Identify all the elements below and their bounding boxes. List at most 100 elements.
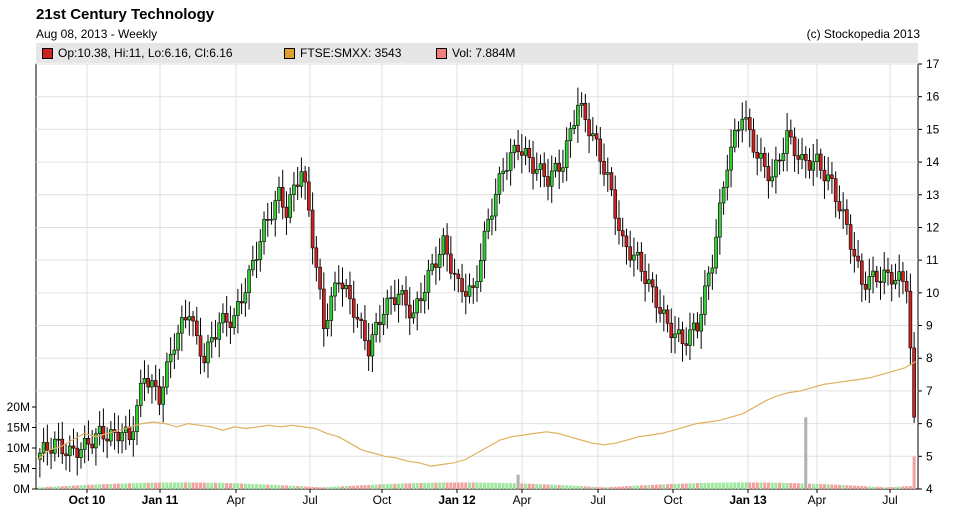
volume-bar xyxy=(199,482,203,489)
candle-body xyxy=(789,130,793,138)
candle-body xyxy=(546,176,550,187)
candle-body xyxy=(598,138,603,162)
time-tick-label: Jan 12 xyxy=(438,493,476,507)
volume-bar xyxy=(64,485,68,489)
price-tick-label: 12 xyxy=(926,220,940,234)
volume-bar xyxy=(822,484,826,489)
volume-bar xyxy=(591,486,595,489)
candle-body xyxy=(662,309,666,314)
volume-bar xyxy=(860,486,864,489)
volume-bar xyxy=(165,482,169,489)
price-tick-label: 6 xyxy=(926,417,933,431)
volume-tick-label: 10M xyxy=(7,441,30,455)
volume-bar xyxy=(258,484,262,489)
time-tick-label: Jan 13 xyxy=(729,493,767,507)
candle-body xyxy=(262,219,266,242)
volume-bar xyxy=(60,486,64,489)
volume-bar xyxy=(568,485,572,489)
volume-bar xyxy=(710,482,714,489)
candle-body xyxy=(867,276,872,290)
candle-body xyxy=(49,449,53,454)
time-tick-label: Apr xyxy=(227,493,246,507)
volume-bar xyxy=(303,486,307,489)
candle-body xyxy=(292,184,296,195)
volume-bar xyxy=(411,483,415,489)
candle-body xyxy=(673,333,677,338)
candle-body xyxy=(138,382,143,406)
candle-body xyxy=(142,378,147,384)
volume-bar xyxy=(905,486,909,489)
volume-bar xyxy=(886,487,890,489)
candle-body xyxy=(576,104,580,126)
legend-item-ohlc: Op:10.38, Hi:11, Lo:6.16, Cl:6.16 xyxy=(42,46,233,60)
volume-bar xyxy=(434,482,438,489)
volume-bar xyxy=(879,487,883,489)
volume-bar xyxy=(647,485,651,489)
candle-body xyxy=(366,340,371,357)
candle-body xyxy=(815,153,819,163)
candle-body xyxy=(549,170,554,187)
candle-body xyxy=(841,209,845,212)
volume-bar xyxy=(251,483,255,489)
volume-bar xyxy=(184,482,188,489)
candle-body xyxy=(811,161,816,171)
candle-body xyxy=(803,154,808,161)
candle-body xyxy=(180,317,184,334)
volume-bar xyxy=(639,485,643,489)
volume-bar xyxy=(845,485,849,489)
volume-bar xyxy=(270,484,274,489)
volume-bar xyxy=(561,485,565,489)
volume-bar xyxy=(266,484,270,489)
candle-body xyxy=(97,425,102,435)
candle-body xyxy=(131,431,136,440)
volume-bar xyxy=(281,485,285,489)
candle-body xyxy=(452,272,457,275)
volume-bar xyxy=(53,486,57,489)
candle-body xyxy=(86,438,91,445)
candle-body xyxy=(564,140,569,169)
candle-body xyxy=(303,171,307,183)
candle-body xyxy=(471,285,476,288)
volume-bar xyxy=(763,482,767,489)
volume-bar xyxy=(109,483,113,489)
volume-bar xyxy=(546,484,550,489)
candle-body xyxy=(613,189,618,219)
volume-bar xyxy=(49,486,53,489)
volume-bar xyxy=(206,482,210,489)
candle-body xyxy=(243,292,248,304)
candle-body xyxy=(871,270,875,277)
volume-bar xyxy=(471,482,475,489)
candle-body xyxy=(183,317,188,321)
volume-bar xyxy=(131,483,135,489)
volume-bar xyxy=(890,487,894,489)
candle-body xyxy=(568,128,573,142)
volume-bar xyxy=(692,483,696,489)
candle-body xyxy=(94,433,98,449)
candle-body xyxy=(56,438,61,441)
volume-bar xyxy=(139,482,143,489)
candle-body xyxy=(322,288,326,329)
volume-bar xyxy=(864,486,868,489)
volume-bar xyxy=(524,483,528,489)
candle-body xyxy=(762,152,767,167)
candle-body xyxy=(150,380,154,388)
time-tick-label: Apr xyxy=(513,493,532,507)
chart-subtitle: Aug 08, 2013 - Weekly xyxy=(36,27,158,41)
volume-bar xyxy=(658,484,662,489)
volume-bar xyxy=(602,487,606,489)
volume-bar xyxy=(382,484,386,489)
candle-body xyxy=(624,235,629,248)
volume-bar xyxy=(677,483,681,489)
candle-body xyxy=(718,202,722,238)
volume-bar xyxy=(598,487,602,489)
candle-body xyxy=(508,152,513,171)
candle-body xyxy=(766,166,771,182)
candle-body xyxy=(531,157,535,174)
candle-body xyxy=(605,172,610,175)
volume-bar xyxy=(370,484,374,489)
volume-bar xyxy=(796,483,800,489)
volume-bar xyxy=(385,484,389,489)
candle-body xyxy=(733,129,737,148)
volume-bar xyxy=(393,483,397,489)
volume-bar xyxy=(326,487,330,489)
